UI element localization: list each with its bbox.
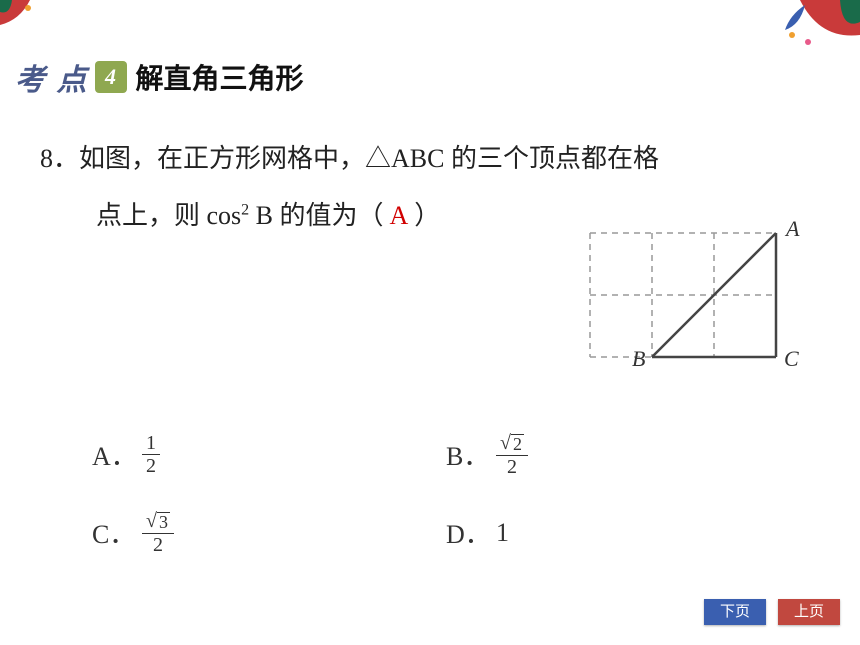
triangle-grid-figure: A B C (565, 218, 805, 378)
question-text-2a: 点上，则 cos (96, 201, 241, 230)
question-text-1: 如图，在正方形网格中，△ABC 的三个顶点都在格 (79, 144, 659, 173)
kaodian-badge: 考 点 4 (15, 55, 127, 99)
question-text-2c: ） (414, 201, 440, 230)
next-page-button[interactable]: 下页 (704, 599, 766, 625)
options-grid: A． 1 2 B． √2 2 C． √3 2 D． 1 (92, 432, 800, 556)
section-header: 考 点 4 解直角三角形 (15, 55, 304, 99)
option-C-value: √3 2 (142, 510, 174, 556)
vertex-B-label: B (632, 346, 645, 371)
nav-buttons: 下页 上页 (704, 599, 840, 625)
option-D-label: D． (446, 514, 480, 551)
option-D-value: 1 (496, 518, 509, 548)
section-title: 解直角三角形 (136, 57, 304, 97)
prev-page-button[interactable]: 上页 (778, 599, 840, 625)
option-A-value: 1 2 (142, 432, 160, 477)
option-C-label: C． (92, 514, 126, 551)
option-A: A． 1 2 (92, 432, 446, 478)
question-text-2b: B 的值为（ (249, 201, 383, 230)
vertex-A-label: A (784, 218, 800, 241)
badge-text: 考 点 (15, 55, 89, 99)
badge-number: 4 (95, 61, 127, 93)
option-A-label: A． (92, 436, 126, 473)
vertex-C-label: C (784, 346, 799, 371)
option-B: B． √2 2 (446, 432, 800, 478)
answer-letter: A (384, 201, 415, 230)
option-B-value: √2 2 (496, 432, 528, 478)
question-line1: 8．如图，在正方形网格中，△ABC 的三个顶点都在格 (40, 130, 820, 187)
question-number: 8． (40, 144, 79, 173)
cos-exponent: 2 (241, 202, 249, 219)
option-B-label: B． (446, 436, 480, 473)
decor-top-right (730, 0, 860, 60)
option-C: C． √3 2 (92, 510, 446, 556)
decor-top-left (0, 0, 60, 40)
option-D: D． 1 (446, 510, 800, 556)
